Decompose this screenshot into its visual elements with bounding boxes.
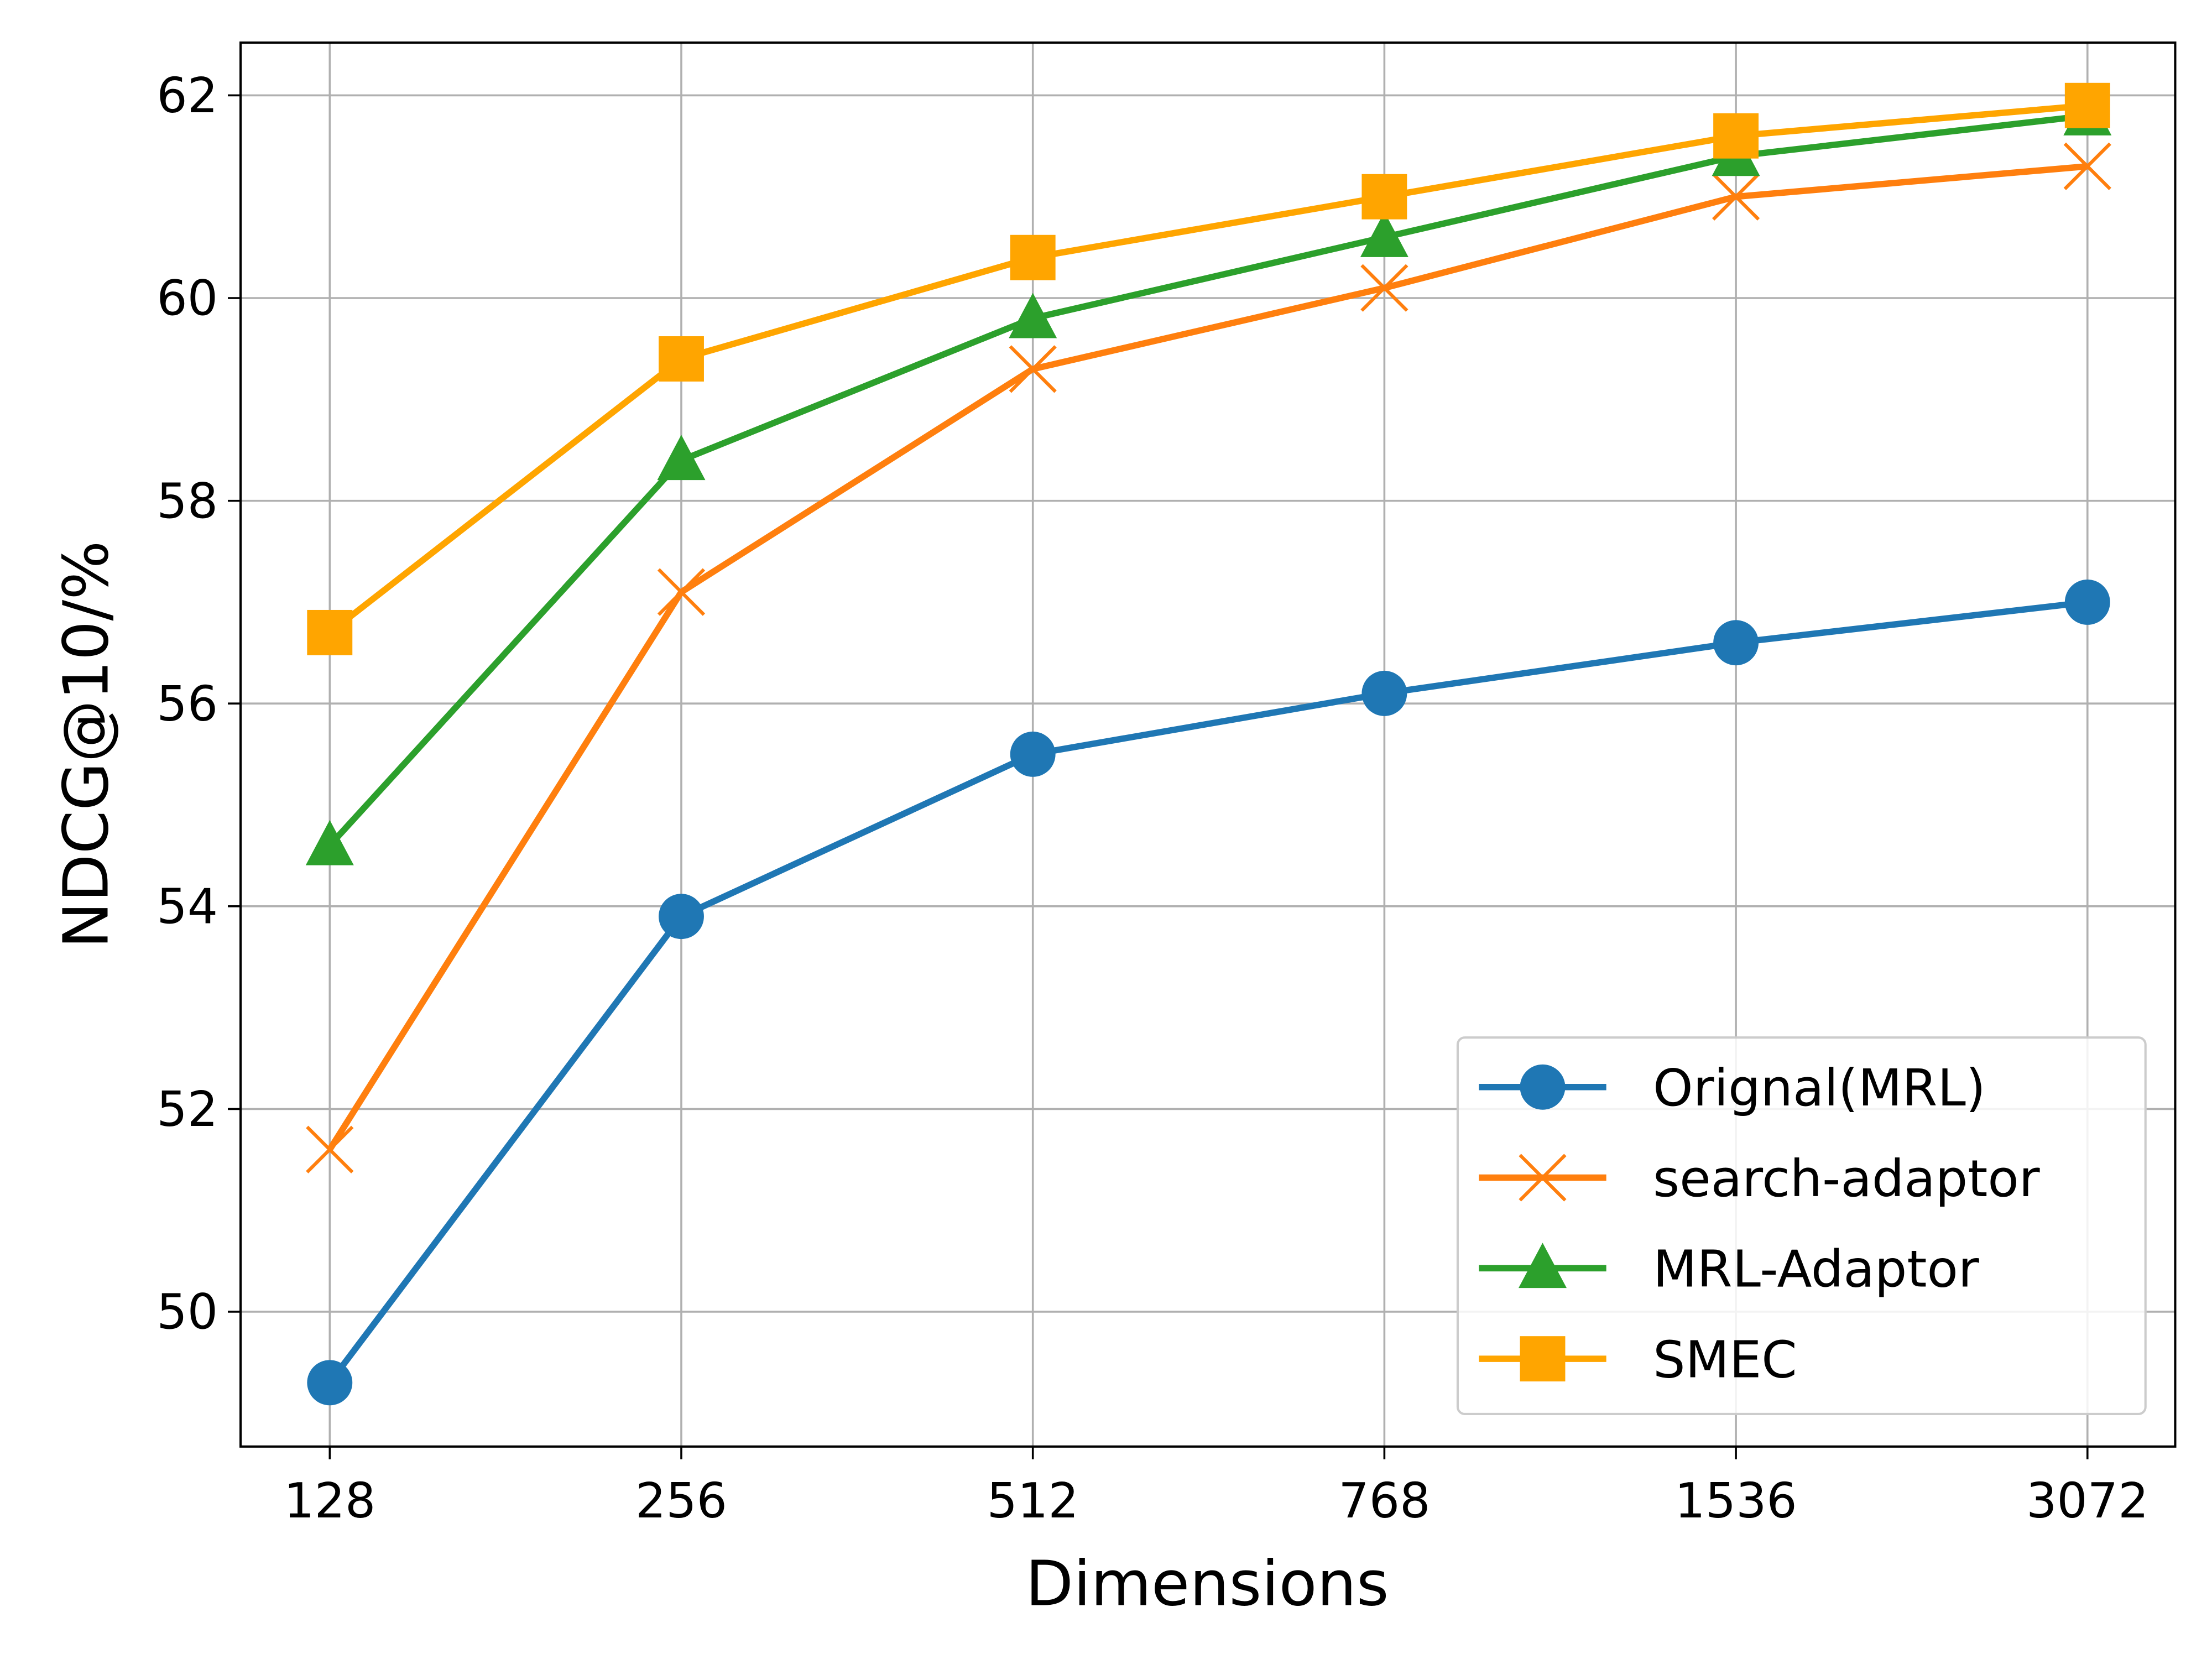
legend-marker [1520, 1336, 1566, 1382]
data-point [657, 568, 706, 616]
data-point [307, 609, 353, 655]
x-axis-label: Dimensions [1025, 1547, 1389, 1620]
legend-entry: SMEC [1479, 1329, 1797, 1389]
y-axis-label: NDCG@10/% [49, 541, 122, 949]
legend-label: SMEC [1653, 1329, 1797, 1389]
data-point [1713, 113, 1759, 159]
series-smec [307, 82, 2110, 655]
series-orignal-mrl- [307, 579, 2110, 1406]
data-point [1360, 264, 1408, 312]
x-tick-label: 768 [1338, 1473, 1430, 1529]
x-tick-label: 3072 [2026, 1473, 2148, 1529]
y-tick-label: 50 [156, 1284, 218, 1340]
series-layer [305, 82, 2112, 1406]
series-line [327, 102, 2088, 635]
legend-marker [1519, 1243, 1567, 1288]
legend-entry: MRL-Adaptor [1479, 1239, 1979, 1299]
series-line [327, 599, 2088, 1385]
plot-frame [239, 41, 2177, 1448]
series-search-adaptor [306, 142, 2111, 1173]
legend-marker [1519, 1154, 1567, 1202]
x-tick-label: 256 [635, 1473, 727, 1529]
data-point [306, 1125, 354, 1173]
data-point [659, 336, 704, 382]
data-point [657, 435, 706, 481]
legend: Orignal(MRL) search-adaptor MRL-Adaptor SME… [1456, 1036, 2147, 1415]
legend-label: MRL-Adaptor [1653, 1239, 1979, 1299]
y-tick-label: 62 [156, 67, 218, 124]
data-point [1712, 173, 1760, 221]
data-point [305, 820, 354, 865]
data-point [1713, 620, 1759, 666]
data-point [1360, 211, 1408, 257]
x-axis: 128 256 512 768 1536 3072 [284, 1446, 2149, 1529]
data-point [1361, 670, 1407, 716]
legend-entry: Orignal(MRL) [1479, 1058, 1986, 1118]
legend-label: search-adaptor [1653, 1149, 2040, 1208]
data-point [1009, 345, 1057, 393]
data-point [2064, 579, 2110, 625]
data-point [1009, 293, 1057, 338]
grid [241, 43, 2176, 1447]
series-mrl-adaptor [305, 90, 2112, 865]
y-tick-label: 54 [156, 879, 218, 935]
series-line [327, 112, 2088, 848]
data-point [2064, 82, 2110, 128]
x-tick-label: 1536 [1674, 1473, 1797, 1529]
y-axis: 50 52 54 56 58 60 62 [156, 67, 241, 1340]
x-tick-label: 512 [987, 1473, 1079, 1529]
data-point [1010, 731, 1056, 777]
legend-box [1456, 1036, 2147, 1415]
data-point [307, 1360, 353, 1406]
data-point [1361, 174, 1407, 220]
legend-label: Orignal(MRL) [1653, 1058, 1986, 1118]
y-tick-label: 56 [156, 676, 218, 732]
y-tick-label: 58 [156, 473, 218, 529]
series-line [327, 163, 2088, 1151]
data-point [1010, 234, 1056, 280]
data-point [659, 894, 704, 940]
legend-marker [1520, 1064, 1566, 1110]
data-point [2063, 142, 2111, 190]
y-tick-label: 60 [156, 270, 218, 327]
y-tick-label: 52 [156, 1081, 218, 1138]
x-tick-label: 128 [284, 1473, 375, 1529]
legend-entry: search-adaptor [1479, 1149, 2040, 1208]
